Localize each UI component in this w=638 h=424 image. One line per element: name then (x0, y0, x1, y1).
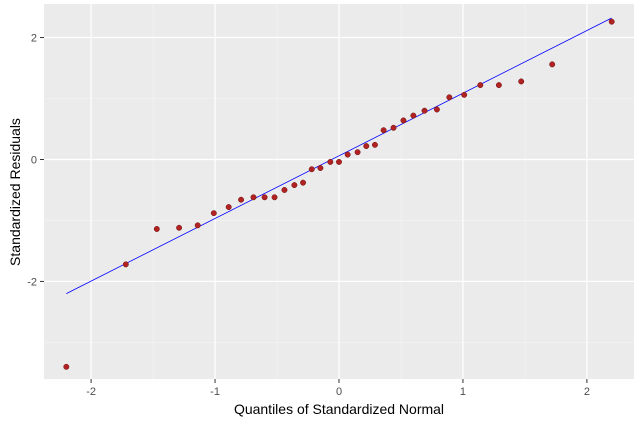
x-axis-title: Quantiles of Standardized Normal (234, 401, 444, 417)
x-axis-ticks: -2 -1 0 1 2 (86, 379, 590, 398)
data-point (210, 210, 217, 217)
data-point (390, 124, 397, 131)
reference-line (66, 17, 612, 294)
data-point (421, 107, 428, 114)
data-point (518, 78, 525, 85)
x-tick-label: -2 (86, 386, 96, 398)
x-tick-label: 2 (584, 386, 590, 398)
data-point (461, 91, 468, 98)
data-point (308, 166, 315, 173)
data-point (281, 187, 288, 193)
data-point (433, 106, 440, 113)
data-point (261, 194, 268, 201)
data-point (400, 117, 407, 124)
data-point (122, 261, 129, 268)
data-point (238, 196, 245, 203)
data-point (363, 143, 370, 150)
data-point (250, 194, 257, 201)
y-tick-label: 2 (31, 33, 37, 45)
y-tick-label: 0 (31, 154, 37, 166)
data-point (549, 61, 556, 68)
data-point (176, 224, 183, 231)
data-point (354, 149, 361, 156)
data-point (153, 226, 160, 232)
data-point (300, 179, 307, 186)
data-point (225, 204, 232, 210)
data-point (371, 141, 378, 148)
data-point (344, 151, 351, 158)
data-point (608, 18, 615, 25)
data-point (291, 182, 298, 189)
reference-line-group (66, 17, 612, 294)
data-points (63, 18, 615, 370)
y-tick-label: -2 (27, 276, 37, 288)
data-point (317, 165, 324, 171)
data-point (194, 222, 201, 229)
x-tick-label: 0 (336, 386, 342, 398)
x-tick-label: -1 (210, 386, 220, 398)
y-axis-title: Standardized Residuals (7, 118, 23, 266)
data-point (380, 127, 387, 134)
data-point (477, 82, 484, 89)
data-point (63, 363, 70, 370)
data-point (446, 94, 453, 101)
y-axis-ticks: -2 0 2 (27, 33, 44, 288)
data-point (327, 158, 334, 165)
x-tick-label: 1 (460, 386, 466, 398)
data-point (271, 194, 278, 201)
data-point (410, 112, 417, 119)
data-point (336, 158, 342, 165)
data-point (495, 82, 502, 89)
